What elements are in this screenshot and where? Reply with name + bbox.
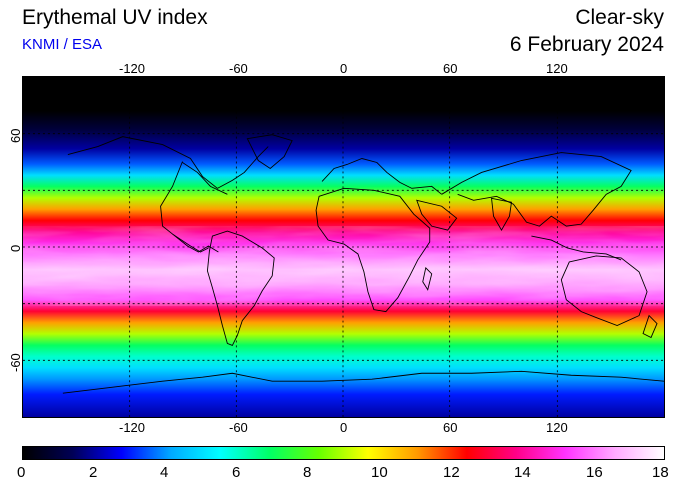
- lon-tick-bottom: -60: [229, 420, 248, 435]
- coastlines: [62, 134, 664, 394]
- lat-tick-left: 0: [8, 244, 23, 252]
- lat-tick-left: 60: [8, 128, 23, 143]
- scale-label: 12: [443, 464, 460, 481]
- scale-label: 4: [160, 464, 169, 481]
- madagascar-coast: [422, 266, 433, 291]
- lon-tick-bottom: 60: [443, 420, 458, 435]
- central-america-coast: [172, 233, 219, 253]
- africa-coast: [315, 187, 431, 313]
- scale-label: 0: [17, 464, 26, 481]
- asia-coast: [441, 152, 632, 227]
- scale-label: 8: [303, 464, 312, 481]
- lon-tick-bottom: 0: [340, 420, 348, 435]
- scale-label: 14: [514, 464, 531, 481]
- color-scale-gradient: [23, 447, 664, 459]
- scale-label: 10: [371, 464, 388, 481]
- uv-index-map: [22, 76, 665, 418]
- arabia-coast: [416, 199, 458, 231]
- indonesia-coast: [531, 235, 622, 261]
- lon-tick-top: 120: [546, 61, 568, 76]
- uv-color-scale: [22, 446, 665, 460]
- lon-tick-top: -60: [229, 61, 248, 76]
- scale-label: 2: [89, 464, 98, 481]
- lon-tick-bottom: 120: [546, 420, 568, 435]
- europe-coast: [321, 158, 442, 195]
- scale-label: 18: [652, 464, 669, 481]
- australia-coast: [560, 255, 648, 327]
- lon-tick-top: 60: [443, 61, 458, 76]
- india-coast: [491, 197, 512, 232]
- lon-tick-bottom: -120: [119, 420, 146, 435]
- lat-tick-left: -60: [8, 353, 23, 372]
- scale-label: 16: [586, 464, 603, 481]
- greenland-coast: [246, 134, 293, 170]
- lon-tick-top: -120: [119, 61, 146, 76]
- map-title: Erythemal UV index: [22, 6, 208, 29]
- new-zealand-coast: [642, 314, 658, 339]
- date-label: 6 February 2024: [509, 33, 664, 56]
- data-credit: KNMI / ESA: [22, 36, 103, 53]
- scale-label: 6: [232, 464, 241, 481]
- antarctica-coast: [62, 370, 664, 394]
- sky-mode-label: Clear-sky: [575, 6, 664, 29]
- south-america-coast: [206, 230, 275, 346]
- lon-tick-top: 0: [340, 61, 348, 76]
